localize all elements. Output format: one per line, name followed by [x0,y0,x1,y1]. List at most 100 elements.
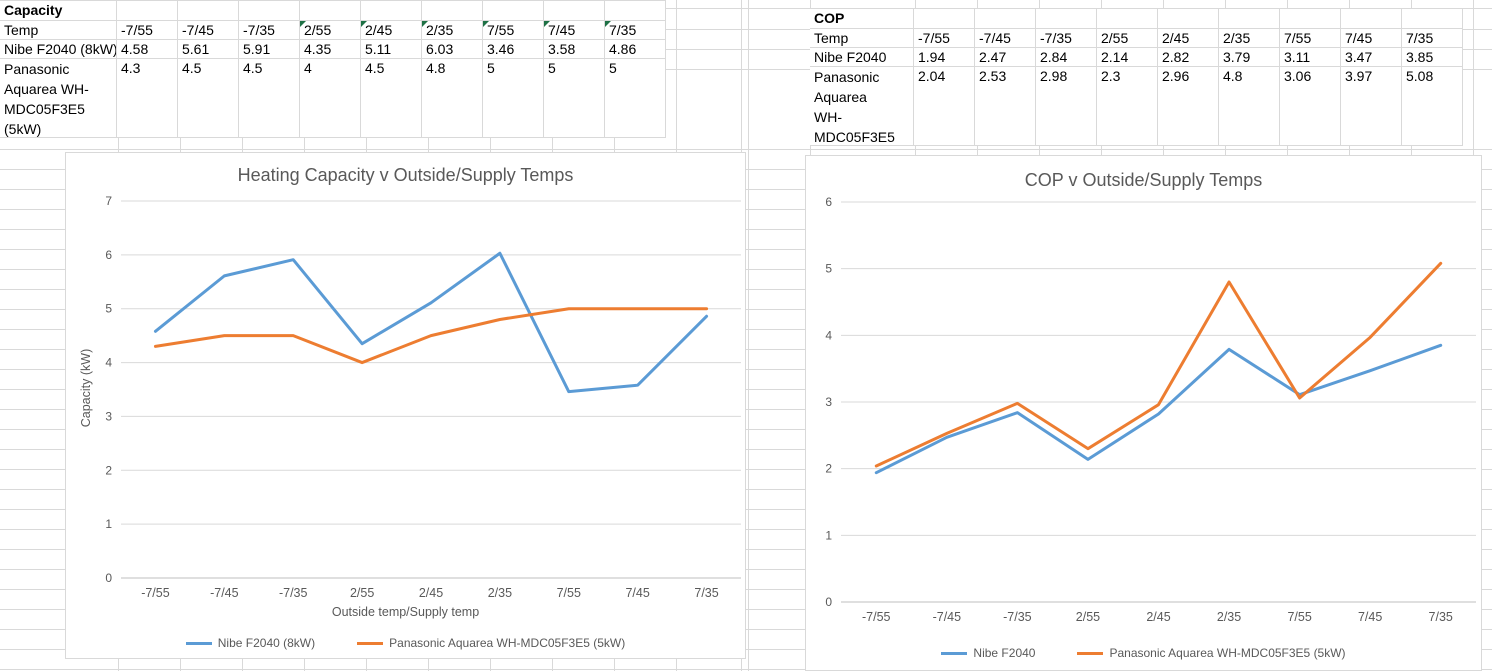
cop-chart[interactable]: COP v Outside/Supply Temps Nibe F2040 Pan… [805,155,1482,671]
value-cell[interactable]: 2.82 [1158,48,1219,67]
y-tick-label: 2 [105,463,112,477]
header-cell[interactable]: 7/45 [544,21,605,40]
y-tick-label: 5 [105,302,112,316]
y-tick-label: 5 [825,262,832,276]
value-cell[interactable]: 4.3 [117,59,178,138]
value-cell[interactable] [1097,9,1158,29]
value-cell[interactable]: 5 [483,59,544,138]
value-cell[interactable]: 4.5 [239,59,300,138]
label-cell[interactable]: Nibe F2040 [810,48,914,67]
grid-row-line [0,189,1492,190]
label-cell[interactable]: Panasonic Aquarea WH-MDC05F3E5 (5kW) [0,59,117,138]
label-cell[interactable]: COP [810,9,914,29]
value-cell[interactable]: 4.35 [300,40,361,59]
value-cell[interactable]: 1.94 [914,48,975,67]
value-cell[interactable] [1402,9,1463,29]
capacity-table[interactable]: Capacity Temp -7/55 -7/45 -7/35 2/55 2/45 2/35 7… [0,0,666,138]
cop-table[interactable]: COP Temp -7/55 -7/45 -7/35 2/55 2/45 2/35 7/55 7/… [810,8,1463,146]
series-line [874,261,1443,468]
header-cell[interactable]: -7/35 [1036,29,1097,48]
value-cell[interactable]: 3.06 [1280,67,1341,146]
value-cell[interactable] [422,1,483,21]
value-cell[interactable]: 4.5 [361,59,422,138]
value-cell[interactable]: 4.8 [1219,67,1280,146]
header-cell[interactable]: -7/45 [178,21,239,40]
value-cell[interactable]: 5.08 [1402,67,1463,146]
stored-as-text-flag-icon [361,21,367,27]
value-cell[interactable]: 3.85 [1402,48,1463,67]
header-cell[interactable]: Temp [0,21,117,40]
label-cell[interactable]: Panasonic Aquarea WH-MDC05F3E5 (5kW) [810,67,914,146]
value-cell[interactable]: 2.3 [1097,67,1158,146]
value-cell[interactable] [178,1,239,21]
value-cell[interactable]: 4.5 [178,59,239,138]
label-cell[interactable]: Capacity [0,1,117,21]
value-cell[interactable] [544,1,605,21]
value-cell[interactable] [239,1,300,21]
header-cell[interactable]: -7/45 [975,29,1036,48]
grid-row-line [0,349,1492,350]
header-cell[interactable]: 2/35 [1219,29,1280,48]
value-cell[interactable]: 2.04 [914,67,975,146]
value-cell[interactable]: 3.46 [483,40,544,59]
header-cell[interactable]: 7/55 [483,21,544,40]
value-cell[interactable] [1158,9,1219,29]
header-cell[interactable]: -7/55 [914,29,975,48]
value-cell[interactable] [361,1,422,21]
header-cell[interactable]: 2/45 [1158,29,1219,48]
value-cell[interactable]: 2.14 [1097,48,1158,67]
value-cell[interactable]: 5.11 [361,40,422,59]
value-cell[interactable] [605,1,666,21]
x-tick-label: -7/55 [141,586,170,600]
value-cell[interactable]: 4.58 [117,40,178,59]
value-cell[interactable]: 2.98 [1036,67,1097,146]
x-tick-label: 2/55 [350,586,374,600]
value-cell[interactable]: 3.11 [1280,48,1341,67]
value-cell[interactable] [117,1,178,21]
value-cell[interactable]: 3.58 [544,40,605,59]
value-cell[interactable]: 3.79 [1219,48,1280,67]
grid-row-line [0,209,1492,210]
value-cell[interactable] [300,1,361,21]
value-cell[interactable]: 2.96 [1158,67,1219,146]
header-cell[interactable]: 7/35 [1402,29,1463,48]
x-tick-label: -7/45 [210,586,239,600]
value-cell[interactable]: 4.8 [422,59,483,138]
y-tick-label: 1 [825,528,832,542]
header-cell[interactable]: 2/55 [1097,29,1158,48]
x-tick-label: 2/45 [419,586,443,600]
value-cell[interactable]: 5 [544,59,605,138]
header-cell[interactable]: 2/35 [422,21,483,40]
value-cell[interactable]: 6.03 [422,40,483,59]
label-cell[interactable]: Nibe F2040 (8kW) [0,40,117,59]
value-cell[interactable]: 3.97 [1341,67,1402,146]
header-cell[interactable]: Temp [810,29,914,48]
capacity-chart[interactable]: Heating Capacity v Outside/Supply Temps … [65,152,746,659]
header-cell[interactable]: 7/35 [605,21,666,40]
header-cell[interactable]: 2/45 [361,21,422,40]
value-cell[interactable] [975,9,1036,29]
header-cell[interactable]: 2/55 [300,21,361,40]
value-cell[interactable]: 5.91 [239,40,300,59]
value-cell[interactable]: 5 [605,59,666,138]
value-cell[interactable] [914,9,975,29]
value-cell[interactable]: 5.61 [178,40,239,59]
header-cell[interactable]: -7/35 [239,21,300,40]
value-cell[interactable]: 2.84 [1036,48,1097,67]
y-tick-label: 6 [105,248,112,262]
value-cell[interactable] [1219,9,1280,29]
grid-row-line [0,269,1492,270]
header-cell[interactable]: 7/55 [1280,29,1341,48]
value-cell[interactable]: 2.53 [975,67,1036,146]
value-cell[interactable] [483,1,544,21]
value-cell[interactable]: 3.47 [1341,48,1402,67]
value-cell[interactable]: 4.86 [605,40,666,59]
value-cell[interactable]: 4 [300,59,361,138]
y-tick-label: 4 [825,328,832,342]
header-cell[interactable]: 7/45 [1341,29,1402,48]
value-cell[interactable] [1036,9,1097,29]
value-cell[interactable] [1280,9,1341,29]
header-cell[interactable]: -7/55 [117,21,178,40]
value-cell[interactable] [1341,9,1402,29]
value-cell[interactable]: 2.47 [975,48,1036,67]
